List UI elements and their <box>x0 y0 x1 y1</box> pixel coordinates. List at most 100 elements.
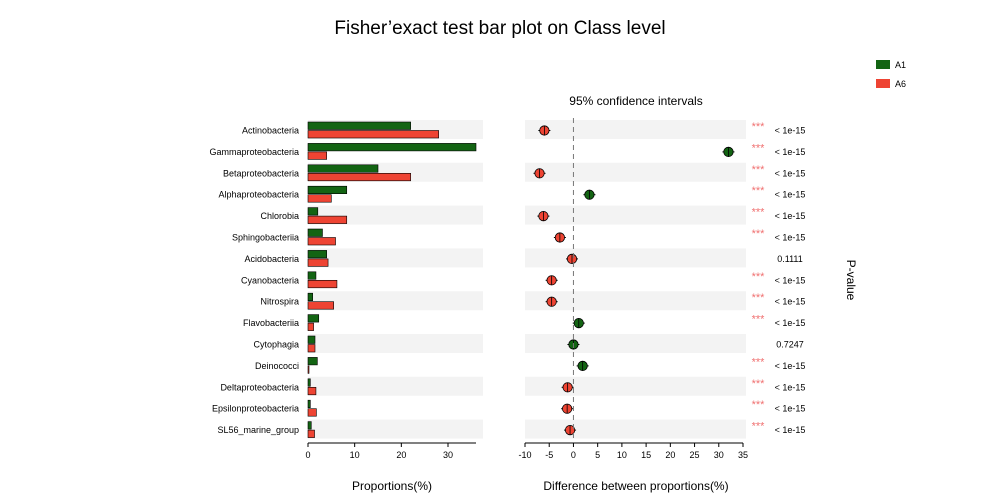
legend-label-a1: A1 <box>895 60 906 70</box>
significance-stars: *** <box>752 292 766 304</box>
difference-tick-label: 35 <box>738 450 748 460</box>
legend-swatch-a6 <box>876 79 890 88</box>
category-label: Deltaproteobacteria <box>220 382 299 392</box>
bar-a1 <box>307 250 327 259</box>
bar-a6 <box>307 151 327 160</box>
row-band-right <box>525 248 746 268</box>
proportions-tick-label: 10 <box>350 450 360 460</box>
bar-a1 <box>307 399 311 409</box>
significance-stars: *** <box>752 421 766 433</box>
difference-panel: -10 -5 0 5 10 15 20 25 30 35 <box>518 118 748 460</box>
pvalue-label: < 1e-15 <box>775 318 806 328</box>
pvalue-label: < 1e-15 <box>775 126 806 136</box>
bar-a1 <box>307 421 312 430</box>
legend: A1 A6 <box>876 60 906 89</box>
pvalue-label: < 1e-15 <box>775 297 806 307</box>
row-band-left <box>308 248 483 268</box>
bar-a6 <box>307 279 338 289</box>
difference-tick-label: 20 <box>665 450 675 460</box>
bar-a6 <box>307 173 411 182</box>
legend-swatch-a1 <box>876 60 890 69</box>
category-label: Acidobacteria <box>244 254 299 264</box>
proportions-panel: Actinobacteria Gammaproteobacteria Betapro… <box>209 121 477 460</box>
bar-a6 <box>307 237 336 246</box>
difference-tick-label: 25 <box>690 450 700 460</box>
row-band-right <box>525 419 746 439</box>
difference-tick-label: 30 <box>714 450 724 460</box>
category-label: Nitrospira <box>260 297 299 307</box>
bar-a6 <box>307 215 348 224</box>
pvalue-label: < 1e-15 <box>775 147 806 157</box>
significance-stars: *** <box>752 164 766 176</box>
bar-a1 <box>307 164 379 173</box>
bar-a1 <box>307 207 319 216</box>
row-band-left <box>308 376 483 396</box>
confidence-interval-subtitle: 95% confidence intervals <box>569 94 702 108</box>
bar-a1 <box>307 314 320 323</box>
significance-stars: *** <box>752 121 766 133</box>
bar-a1 <box>307 185 348 194</box>
row-band-left <box>308 205 483 225</box>
category-label: SL56_marine_group <box>217 425 299 435</box>
pvalue-label: < 1e-15 <box>775 190 806 200</box>
difference-tick-label: -10 <box>518 450 531 460</box>
proportions-tick-label: 0 <box>305 450 310 460</box>
category-label: Gammaproteobacteria <box>209 147 299 157</box>
category-label: Alphaproteobacteria <box>218 190 299 200</box>
significance-stars: *** <box>752 207 766 219</box>
bar-a6 <box>307 386 317 396</box>
row-band-left <box>308 419 483 439</box>
difference-axis-title: Difference between proportions(%) <box>543 479 728 493</box>
row-band-right <box>525 334 746 353</box>
difference-tick-label: -5 <box>545 450 553 460</box>
bar-a6 <box>307 408 317 417</box>
significance-stars: *** <box>752 271 766 283</box>
difference-tick-label: 10 <box>617 450 627 460</box>
bar-a1 <box>307 121 411 130</box>
significance-stars: *** <box>752 142 766 154</box>
row-band-right <box>525 205 746 225</box>
significance-stars: *** <box>752 314 766 326</box>
significance-stars: *** <box>752 228 766 240</box>
pvalue-column: *** < 1e-15 *** < 1e-15 *** < 1e-15 *** < 1e-15… <box>752 121 806 435</box>
bar-a6 <box>307 130 439 139</box>
pvalue-label: < 1e-15 <box>775 382 806 392</box>
proportions-tick-label: 30 <box>443 450 453 460</box>
row-band-right <box>525 120 746 139</box>
row-band-right <box>525 376 746 396</box>
pvalue-label: < 1e-15 <box>775 233 806 243</box>
proportions-tick-label: 20 <box>396 450 406 460</box>
difference-tick-label: 5 <box>595 450 600 460</box>
bar-a6 <box>307 365 310 374</box>
bar-a1 <box>307 378 311 387</box>
pvalue-label: 0.1111 <box>777 254 803 264</box>
significance-stars: *** <box>752 356 766 368</box>
legend-label-a6: A6 <box>895 79 906 89</box>
bar-a6 <box>307 258 329 267</box>
bar-a1 <box>307 228 323 237</box>
chart-title: Fisher’exact test bar plot on Class leve… <box>334 18 665 39</box>
category-label: Chlorobia <box>260 211 299 221</box>
category-label: Epsilonproteobacteria <box>212 404 299 414</box>
pvalue-label: < 1e-15 <box>775 361 806 371</box>
pvalue-axis-title: P-value <box>844 260 858 301</box>
proportions-axis-title: Proportions(%) <box>352 479 432 493</box>
bar-a1 <box>307 357 318 366</box>
bar-a1 <box>307 271 317 280</box>
row-band-left <box>308 291 483 311</box>
row-band-right <box>525 162 746 182</box>
pvalue-label: < 1e-15 <box>775 211 806 221</box>
row-bands <box>308 120 746 439</box>
category-label: Sphingobacteriia <box>232 233 299 243</box>
bar-a6 <box>307 344 316 353</box>
category-label: Actinobacteria <box>242 126 299 136</box>
row-band-right <box>525 291 746 311</box>
bar-a1 <box>307 335 316 344</box>
row-band-left <box>308 334 483 353</box>
bar-a6 <box>307 429 315 438</box>
bar-a6 <box>307 322 314 331</box>
category-label: Flavobacteriia <box>243 318 299 328</box>
difference-tick-label: 15 <box>641 450 651 460</box>
bar-a6 <box>307 194 332 203</box>
